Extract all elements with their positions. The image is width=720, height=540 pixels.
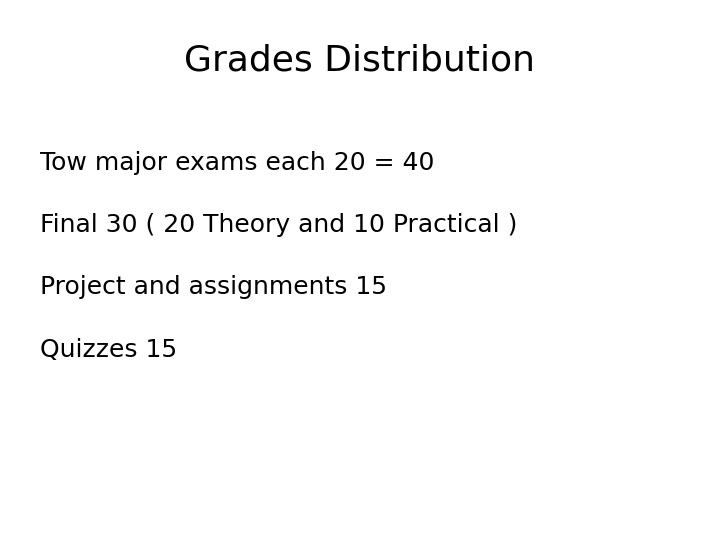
Text: Quizzes 15: Quizzes 15 xyxy=(40,338,176,361)
Text: Grades Distribution: Grades Distribution xyxy=(184,43,536,77)
Text: Final 30 ( 20 Theory and 10 Practical ): Final 30 ( 20 Theory and 10 Practical ) xyxy=(40,213,517,237)
Text: Tow major exams each 20 = 40: Tow major exams each 20 = 40 xyxy=(40,151,434,175)
Text: Project and assignments 15: Project and assignments 15 xyxy=(40,275,387,299)
